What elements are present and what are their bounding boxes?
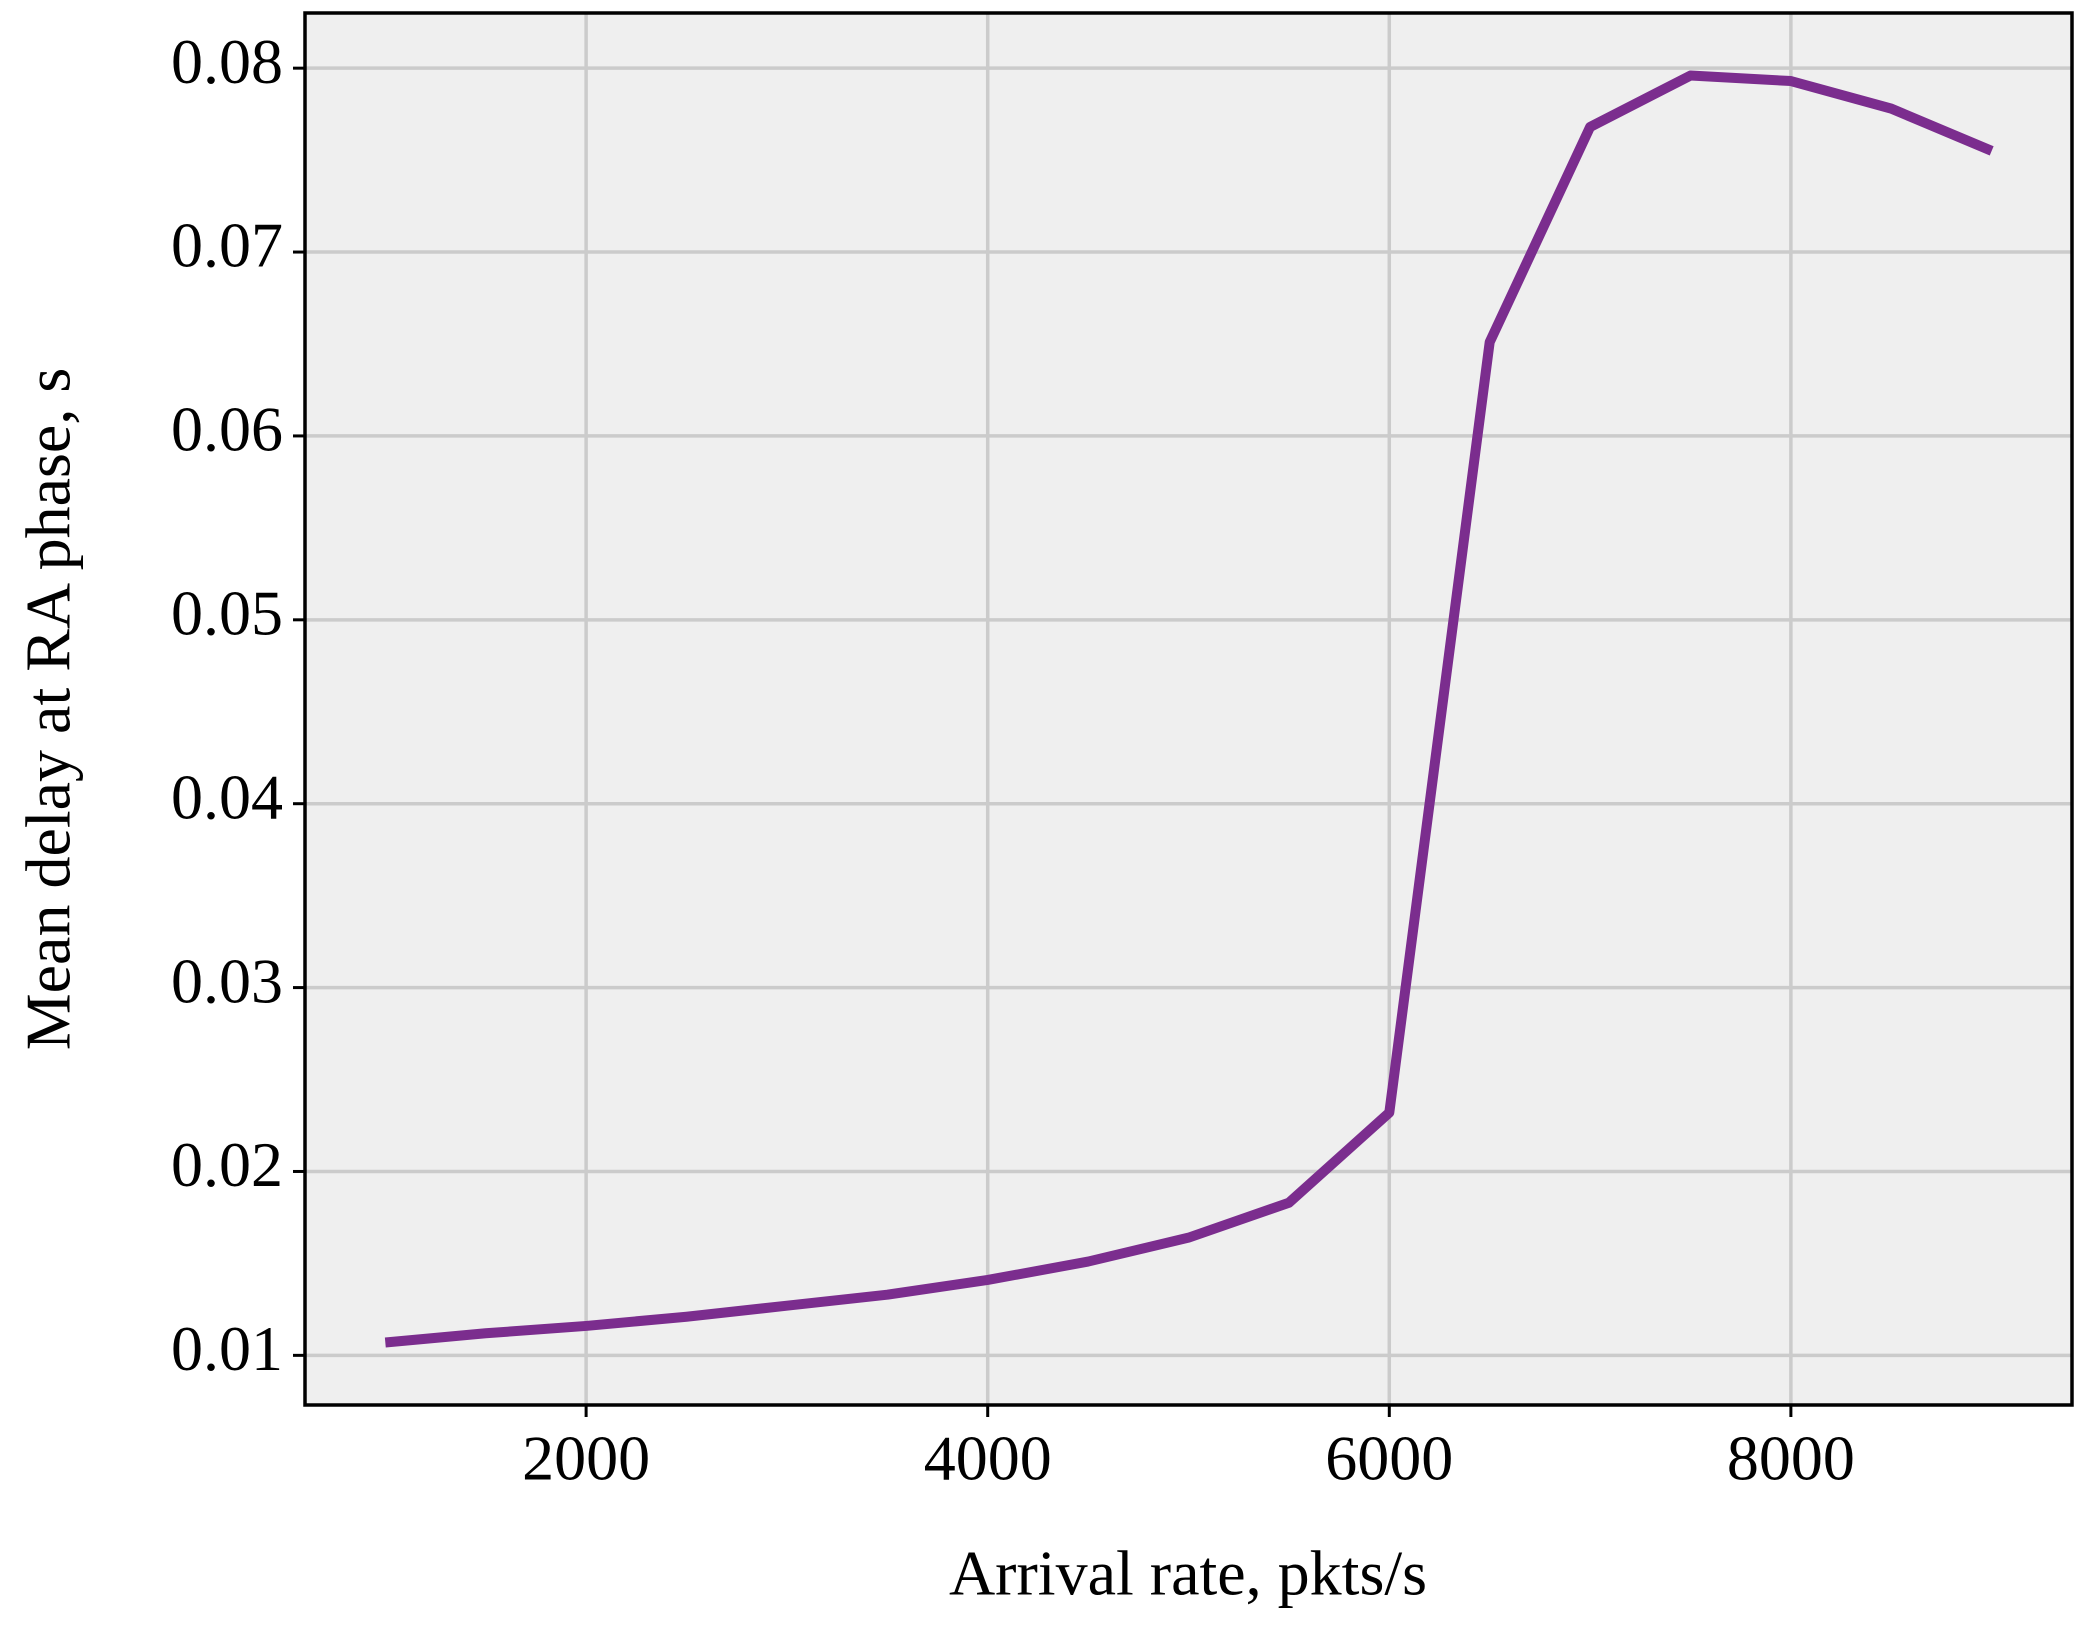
- y-tick-label: 0.06: [171, 394, 283, 465]
- plot-frame: [303, 11, 2074, 1407]
- plot-area: [305, 13, 2072, 1405]
- y-tick-label: 0.05: [171, 578, 283, 649]
- x-tick-label: 8000: [1727, 1423, 1855, 1494]
- x-axis-label: Arrival rate, pkts/s: [949, 1538, 1427, 1609]
- y-tick-label: 0.03: [171, 945, 283, 1016]
- y-axis-label: Mean delay at RA phase, s: [13, 368, 84, 1051]
- data-line: [384, 70, 1994, 1348]
- y-tick-label: 0.07: [171, 210, 283, 281]
- y-tick-label: 0.08: [171, 26, 283, 97]
- y-tick-label: 0.04: [171, 761, 283, 832]
- y-tick-label: 0.02: [171, 1129, 283, 1200]
- y-tick-label: 0.01: [171, 1313, 283, 1384]
- x-tick-label: 4000: [924, 1423, 1052, 1494]
- x-tick-label: 6000: [1325, 1423, 1453, 1494]
- x-tick-label: 2000: [522, 1423, 650, 1494]
